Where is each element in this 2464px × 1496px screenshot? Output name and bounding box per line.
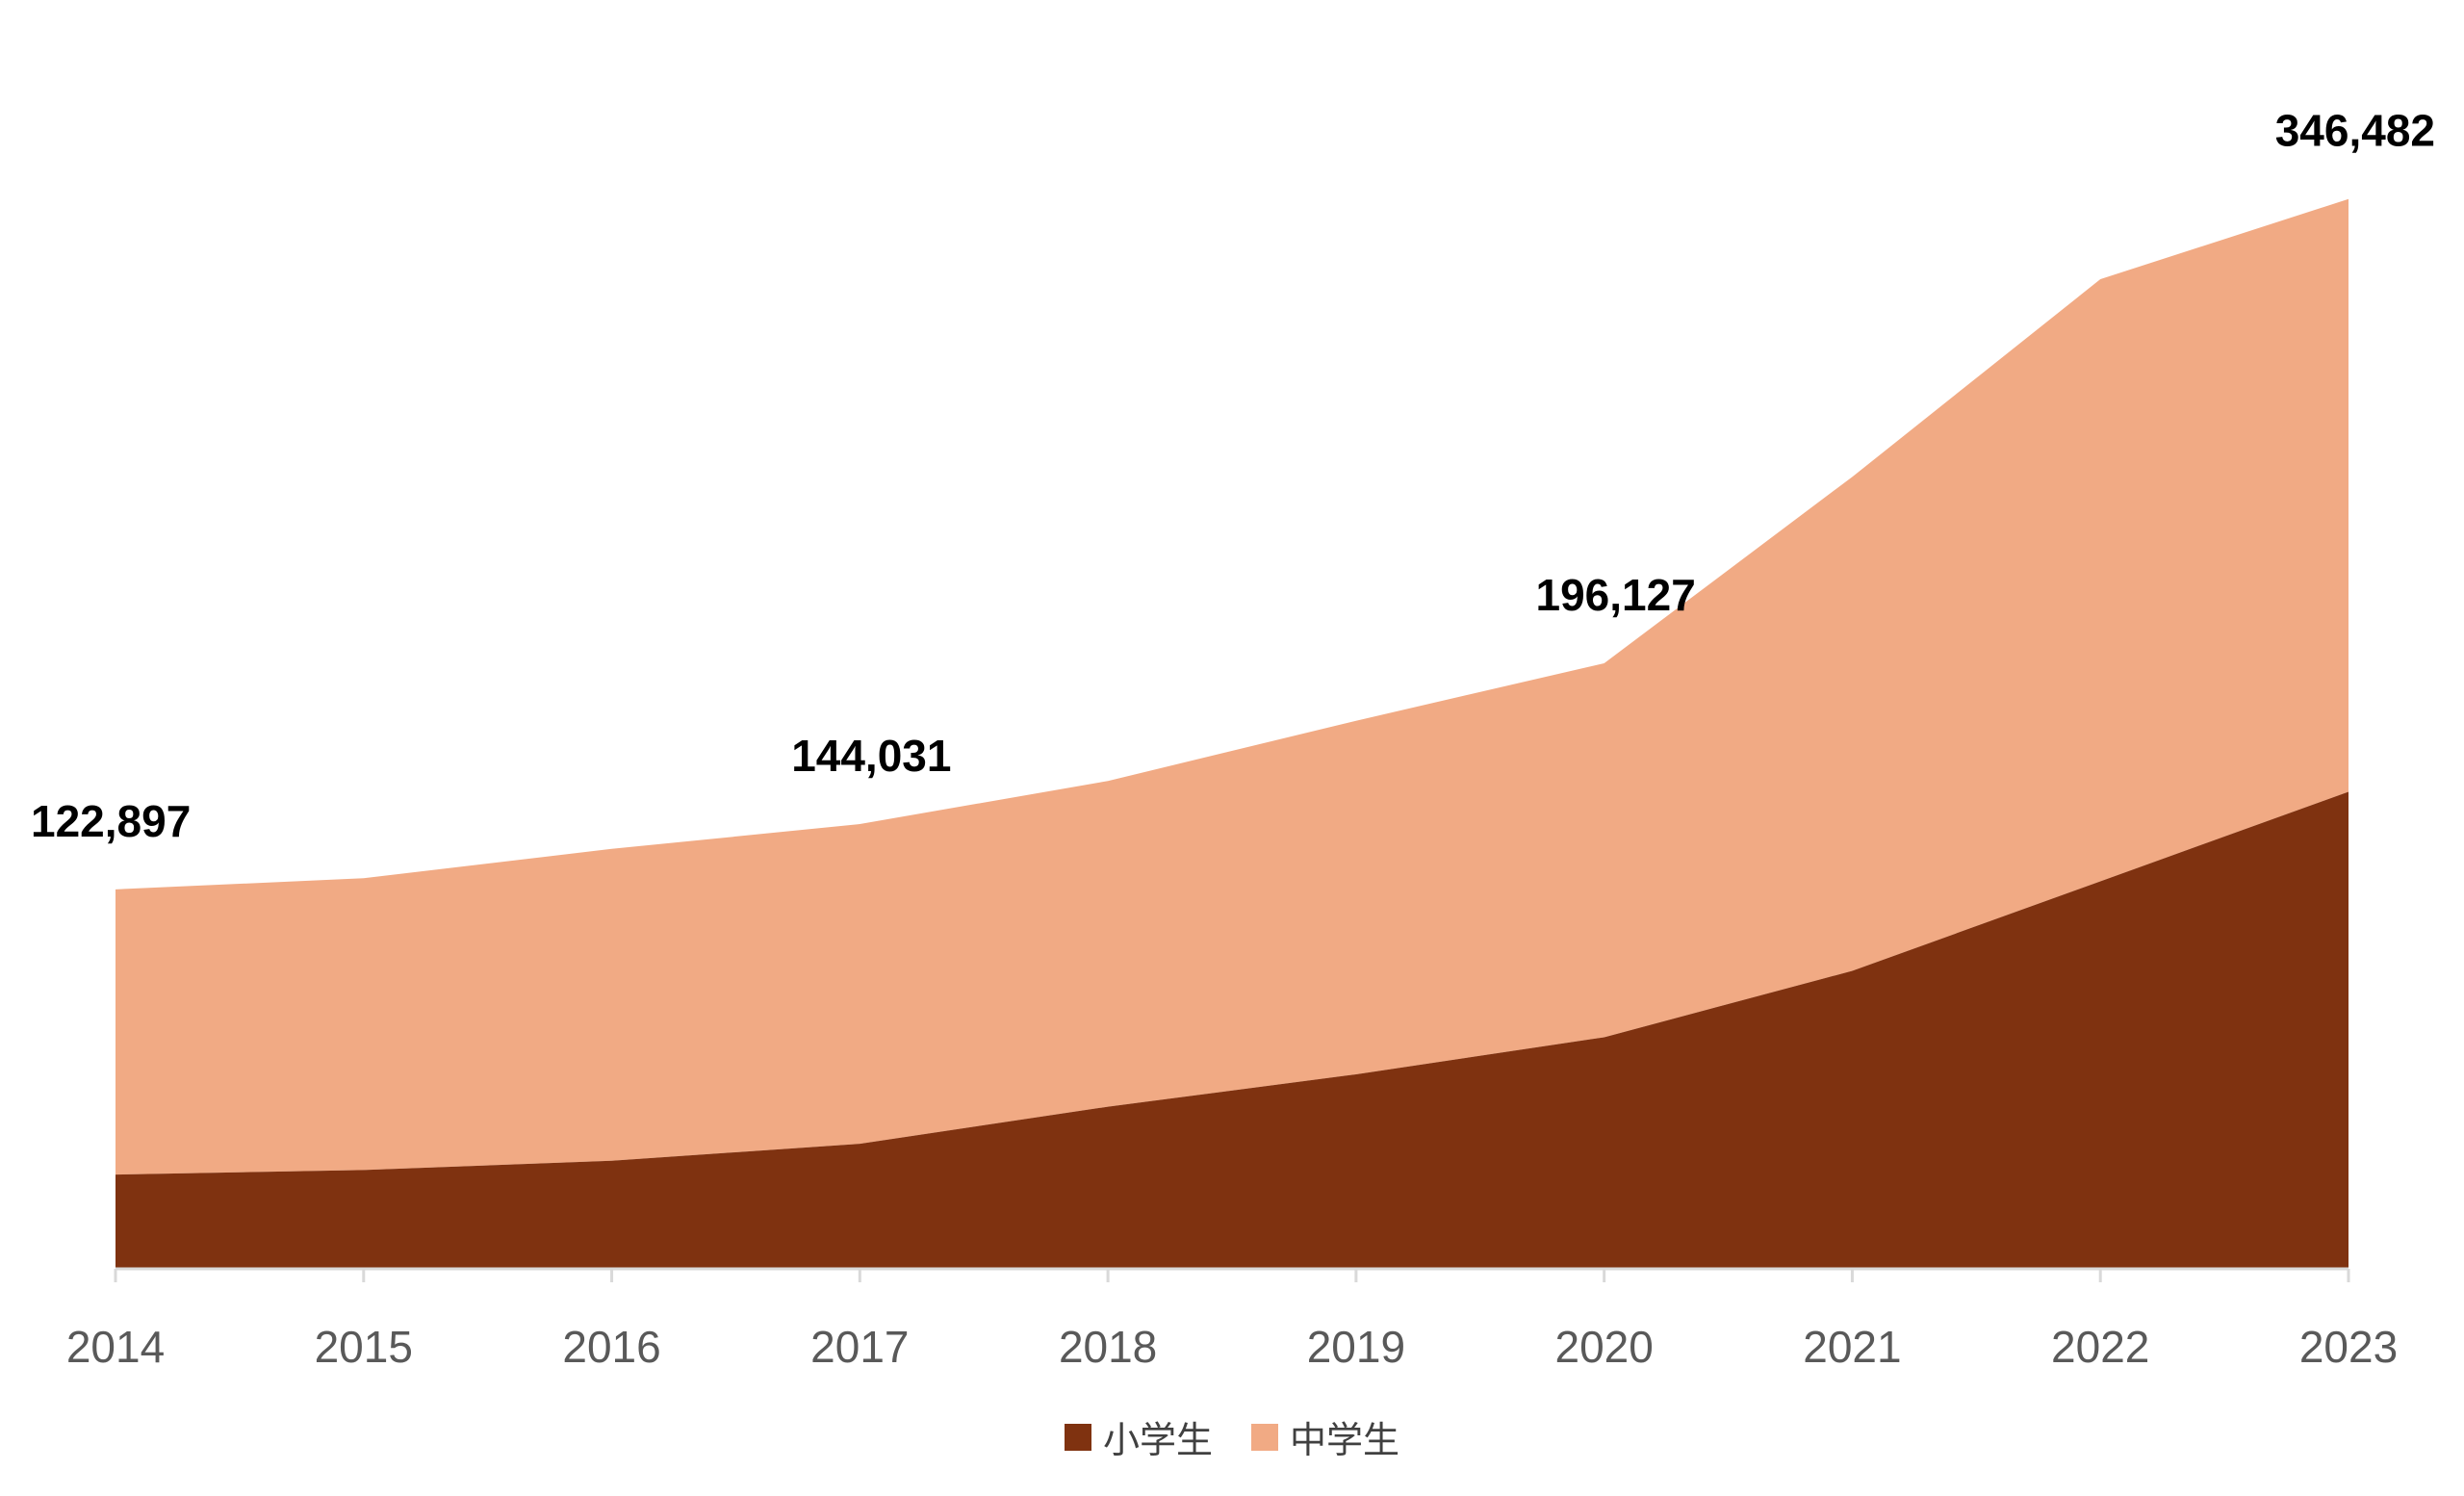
x-tick-label: 2020 xyxy=(1554,1322,1653,1372)
x-tick-label: 2019 xyxy=(1307,1322,1405,1372)
data-label: 346,482 xyxy=(2275,106,2435,156)
legend-label-middle: 中学生 xyxy=(1290,1419,1400,1461)
data-label: 144,031 xyxy=(791,731,951,781)
x-tick-label: 2016 xyxy=(562,1322,660,1372)
x-tick-label: 2014 xyxy=(66,1322,165,1372)
x-tick-label: 2018 xyxy=(1059,1322,1157,1372)
x-tick-label: 2021 xyxy=(1803,1322,1901,1372)
data-label: 122,897 xyxy=(31,796,191,846)
x-tick-label: 2023 xyxy=(2299,1322,2398,1372)
data-label: 196,127 xyxy=(1536,570,1696,620)
legend-label-primary: 小学生 xyxy=(1102,1419,1213,1461)
x-axis-ticks xyxy=(114,1269,2350,1282)
x-tick-label: 2015 xyxy=(315,1322,413,1372)
data-labels: 122,897 144,031 196,127 346,482 xyxy=(31,106,2435,846)
x-tick-label: 2017 xyxy=(810,1322,909,1372)
chart-areas xyxy=(116,198,2348,1269)
legend-item-middle: 中学生 xyxy=(1251,1410,1399,1463)
legend-swatch-middle xyxy=(1251,1423,1278,1451)
area-series-middle xyxy=(116,198,2348,1175)
legend: 小学生 中学生 xyxy=(0,1410,2464,1463)
x-tick-label: 2022 xyxy=(2051,1322,2149,1372)
legend-swatch-primary xyxy=(1064,1423,1091,1451)
legend-item-primary: 小学生 xyxy=(1064,1410,1213,1463)
area-series-primary xyxy=(116,791,2348,1269)
x-axis-labels: 2014 2015 2016 2017 2018 2019 2020 2021 2022 2023 xyxy=(66,1322,2398,1372)
